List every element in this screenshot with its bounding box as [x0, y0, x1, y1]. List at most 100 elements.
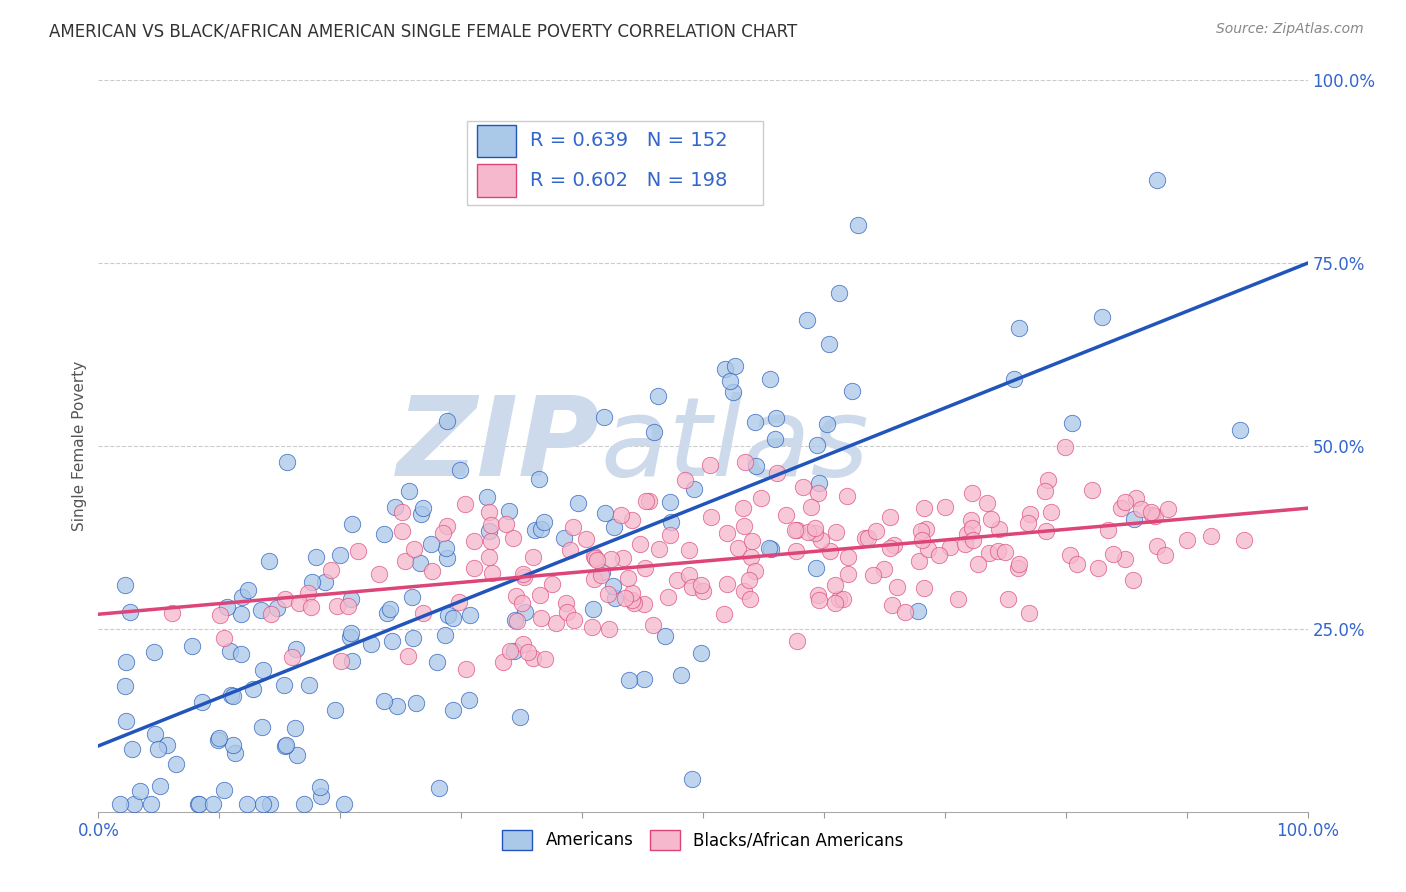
- Point: [724, 359, 747, 373]
- Point: [149, 780, 172, 794]
- Point: [252, 663, 274, 677]
- Point: [733, 584, 755, 599]
- Point: [1142, 508, 1164, 522]
- Point: [997, 592, 1019, 607]
- Point: [880, 599, 903, 613]
- Point: [879, 541, 901, 555]
- Point: [502, 644, 524, 658]
- Point: [593, 507, 616, 521]
- Point: [114, 679, 136, 693]
- Point: [523, 524, 546, 538]
- Point: [614, 591, 637, 605]
- Point: [284, 721, 307, 735]
- Point: [907, 604, 929, 618]
- Point: [436, 608, 458, 623]
- Point: [222, 689, 245, 703]
- Point: [340, 592, 363, 607]
- Point: [142, 645, 165, 659]
- Point: [512, 570, 534, 584]
- Point: [598, 622, 620, 636]
- Point: [862, 568, 884, 582]
- Point: [242, 681, 264, 696]
- Point: [527, 472, 550, 486]
- Point: [744, 415, 766, 429]
- Point: [499, 644, 522, 658]
- FancyBboxPatch shape: [467, 120, 763, 204]
- Text: AMERICAN VS BLACK/AFRICAN AMERICAN SINGLE FEMALE POVERTY CORRELATION CHART: AMERICAN VS BLACK/AFRICAN AMERICAN SINGL…: [49, 22, 797, 40]
- Point: [207, 733, 229, 747]
- Point: [960, 485, 983, 500]
- Point: [522, 651, 544, 665]
- Point: [683, 483, 706, 497]
- Point: [259, 797, 281, 812]
- Point: [187, 797, 209, 812]
- Point: [309, 780, 332, 794]
- Point: [115, 714, 138, 728]
- Point: [121, 741, 143, 756]
- Point: [1125, 491, 1147, 505]
- Point: [309, 789, 332, 803]
- Point: [266, 601, 288, 615]
- Point: [586, 553, 609, 567]
- Point: [647, 389, 669, 403]
- Point: [236, 582, 259, 597]
- Point: [582, 549, 605, 563]
- Point: [994, 545, 1017, 559]
- Point: [818, 544, 841, 558]
- Point: [733, 501, 755, 516]
- Point: [956, 527, 979, 541]
- Point: [716, 577, 738, 591]
- Point: [252, 720, 274, 734]
- Point: [633, 672, 655, 686]
- Point: [512, 637, 534, 651]
- Point: [509, 709, 531, 723]
- Point: [893, 605, 915, 619]
- Point: [373, 693, 395, 707]
- Point: [910, 524, 932, 539]
- Point: [1035, 524, 1057, 538]
- Point: [215, 599, 238, 614]
- Point: [396, 648, 419, 663]
- Point: [602, 579, 624, 593]
- Point: [1007, 561, 1029, 575]
- Point: [517, 645, 540, 659]
- Point: [420, 564, 443, 578]
- Point: [824, 596, 846, 610]
- Point: [426, 655, 449, 669]
- Point: [634, 494, 657, 508]
- Point: [505, 590, 527, 604]
- Point: [288, 596, 311, 610]
- Point: [188, 797, 211, 812]
- Point: [1008, 558, 1031, 572]
- Point: [346, 544, 368, 558]
- Point: [634, 561, 657, 575]
- Point: [339, 630, 361, 644]
- Point: [837, 567, 859, 582]
- Point: [1146, 173, 1168, 187]
- Point: [713, 607, 735, 621]
- Point: [846, 219, 869, 233]
- Point: [808, 475, 831, 490]
- Point: [510, 597, 533, 611]
- Point: [231, 590, 253, 604]
- Point: [738, 574, 761, 588]
- Point: [623, 597, 645, 611]
- Point: [1139, 505, 1161, 519]
- Point: [219, 644, 242, 658]
- Point: [385, 698, 408, 713]
- Y-axis label: Single Female Poverty: Single Female Poverty: [72, 361, 87, 531]
- Point: [408, 557, 430, 571]
- Point: [330, 654, 353, 668]
- Point: [620, 593, 643, 607]
- Point: [285, 642, 308, 657]
- Point: [404, 541, 426, 556]
- Point: [274, 738, 297, 752]
- Point: [853, 531, 876, 545]
- Point: [641, 618, 664, 632]
- Point: [980, 512, 1002, 526]
- Point: [219, 689, 242, 703]
- Point: [412, 501, 434, 516]
- Point: [800, 500, 823, 515]
- Point: [759, 372, 782, 386]
- Point: [657, 590, 679, 604]
